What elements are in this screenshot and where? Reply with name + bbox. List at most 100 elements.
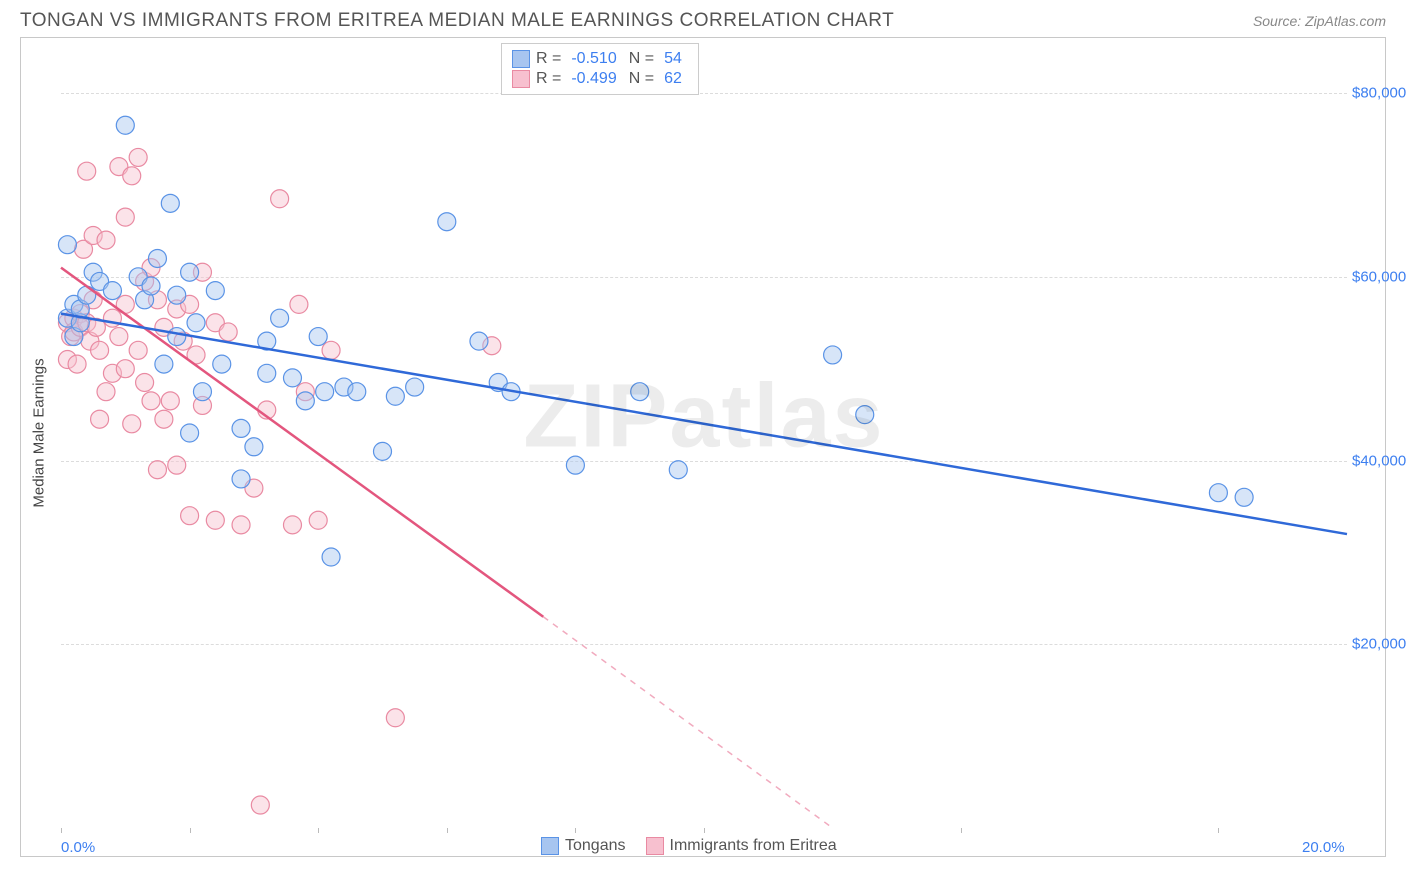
x-tick — [318, 828, 319, 833]
data-point-series-1 — [290, 295, 308, 313]
data-point-series-0 — [283, 369, 301, 387]
legend-row-series-1: R = -0.499 N = 62 — [512, 70, 688, 88]
data-point-series-1 — [181, 507, 199, 525]
data-point-series-0 — [148, 249, 166, 267]
data-point-series-0 — [103, 282, 121, 300]
y-tick-label: $20,000 — [1352, 636, 1406, 653]
trend-line — [61, 268, 543, 617]
legend-item-0: Tongans — [541, 837, 626, 855]
x-tick — [190, 828, 191, 833]
data-point-series-1 — [123, 415, 141, 433]
x-tick — [61, 828, 62, 833]
plot-area: Median Male Earnings $20,000$40,000$60,0… — [61, 38, 1347, 828]
data-point-series-0 — [271, 309, 289, 327]
data-point-series-0 — [155, 355, 173, 373]
source-label: Source: ZipAtlas.com — [1253, 13, 1386, 29]
data-point-series-1 — [283, 516, 301, 534]
series-name-1: Immigrants from Eritrea — [670, 837, 837, 855]
data-point-series-0 — [206, 282, 224, 300]
data-point-series-0 — [566, 456, 584, 474]
data-point-series-1 — [129, 148, 147, 166]
data-point-series-1 — [97, 383, 115, 401]
data-point-series-0 — [386, 387, 404, 405]
data-point-series-1 — [91, 410, 109, 428]
data-point-series-0 — [824, 346, 842, 364]
y-axis-title: Median Male Earnings — [31, 358, 48, 507]
data-point-series-1 — [116, 208, 134, 226]
data-point-series-0 — [438, 213, 456, 231]
legend-correlation-box: R = -0.510 N = 54 R = -0.499 N = 62 — [501, 43, 699, 95]
y-tick-label: $60,000 — [1352, 268, 1406, 285]
x-tick — [961, 828, 962, 833]
value-n-1: 62 — [664, 70, 682, 88]
chart-title: TONGAN VS IMMIGRANTS FROM ERITREA MEDIAN… — [20, 10, 894, 32]
value-r-1: -0.499 — [571, 70, 616, 88]
data-point-series-0 — [168, 328, 186, 346]
data-point-series-1 — [219, 323, 237, 341]
data-point-series-0 — [142, 277, 160, 295]
x-tick — [447, 828, 448, 833]
data-point-series-1 — [91, 341, 109, 359]
data-point-series-0 — [58, 236, 76, 254]
x-axis-label: 20.0% — [1302, 839, 1345, 856]
x-tick — [575, 828, 576, 833]
legend-item-1: Immigrants from Eritrea — [646, 837, 837, 855]
data-point-series-1 — [97, 231, 115, 249]
data-point-series-0 — [245, 438, 263, 456]
y-tick-label: $40,000 — [1352, 452, 1406, 469]
data-point-series-0 — [406, 378, 424, 396]
data-point-series-0 — [322, 548, 340, 566]
data-point-series-1 — [386, 709, 404, 727]
data-point-series-1 — [78, 162, 96, 180]
data-point-series-1 — [110, 328, 128, 346]
data-point-series-1 — [68, 355, 86, 373]
data-point-series-1 — [123, 167, 141, 185]
label-r: R = — [536, 70, 561, 88]
data-point-series-0 — [348, 383, 366, 401]
swatch-series-0 — [541, 837, 559, 855]
scatter-plot-svg — [61, 38, 1347, 828]
data-point-series-0 — [1209, 484, 1227, 502]
data-point-series-0 — [856, 406, 874, 424]
trend-line — [61, 314, 1347, 534]
legend-series-names: Tongans Immigrants from Eritrea — [541, 837, 837, 855]
trend-line — [543, 617, 832, 828]
data-point-series-1 — [142, 392, 160, 410]
data-point-series-1 — [322, 341, 340, 359]
data-point-series-0 — [78, 286, 96, 304]
value-n-0: 54 — [664, 50, 682, 68]
data-point-series-1 — [309, 511, 327, 529]
data-point-series-0 — [116, 116, 134, 134]
data-point-series-0 — [161, 194, 179, 212]
data-point-series-1 — [161, 392, 179, 410]
label-r: R = — [536, 50, 561, 68]
swatch-series-1 — [512, 70, 530, 88]
value-r-0: -0.510 — [571, 50, 616, 68]
data-point-series-0 — [470, 332, 488, 350]
x-tick — [1218, 828, 1219, 833]
data-point-series-0 — [258, 364, 276, 382]
data-point-series-0 — [309, 328, 327, 346]
data-point-series-0 — [187, 314, 205, 332]
data-point-series-0 — [181, 263, 199, 281]
data-point-series-1 — [148, 461, 166, 479]
data-point-series-0 — [669, 461, 687, 479]
data-point-series-0 — [232, 470, 250, 488]
data-point-series-0 — [374, 442, 392, 460]
data-point-series-1 — [116, 360, 134, 378]
series-name-0: Tongans — [565, 837, 626, 855]
data-point-series-0 — [213, 355, 231, 373]
data-point-series-1 — [129, 341, 147, 359]
swatch-series-0 — [512, 50, 530, 68]
data-point-series-1 — [136, 373, 154, 391]
x-tick — [704, 828, 705, 833]
data-point-series-0 — [1235, 488, 1253, 506]
data-point-series-0 — [168, 286, 186, 304]
data-point-series-0 — [181, 424, 199, 442]
data-point-series-0 — [232, 419, 250, 437]
data-point-series-0 — [631, 383, 649, 401]
data-point-series-1 — [232, 516, 250, 534]
data-point-series-1 — [168, 456, 186, 474]
label-n: N = — [629, 70, 654, 88]
data-point-series-1 — [206, 511, 224, 529]
